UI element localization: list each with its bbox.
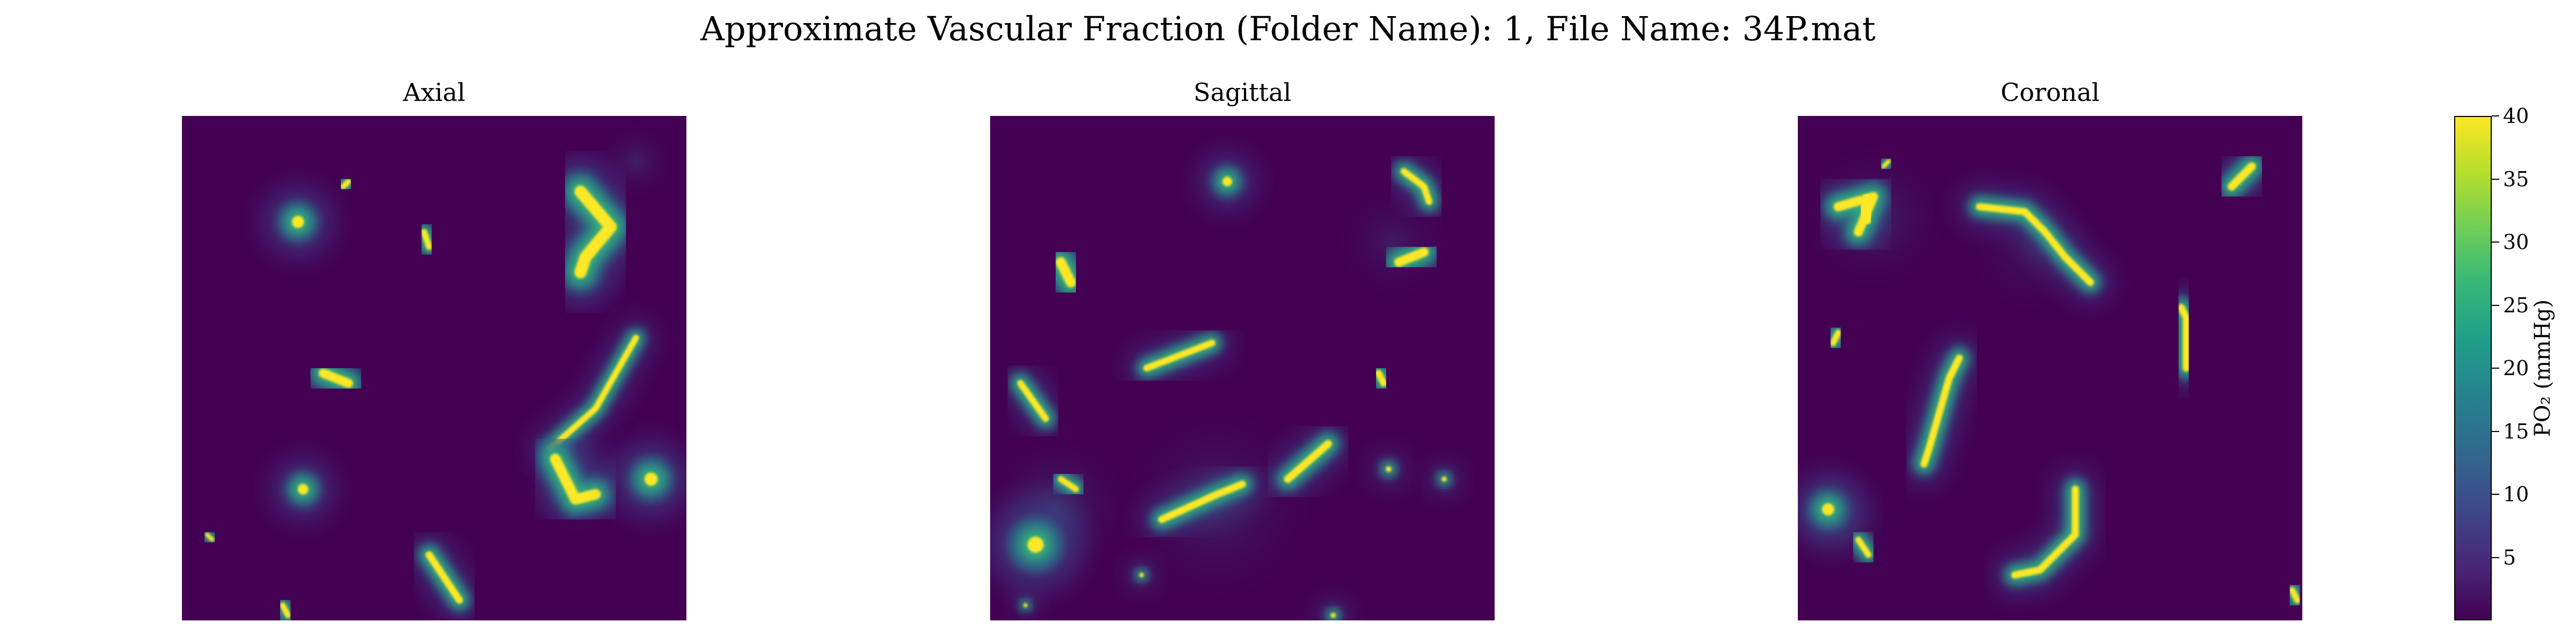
- vessel-12: [1265, 421, 1351, 502]
- heatmap-sagittal: [990, 116, 1495, 620]
- vessel-10: [990, 496, 1084, 594]
- vessel-5: [1958, 185, 2112, 304]
- vessel-8: [523, 427, 628, 531]
- figure-title: Approximate Vascular Fraction (Folder Na…: [700, 9, 1876, 48]
- colorbar-tick-label: 10: [2503, 482, 2529, 506]
- colorbar-label: PO₂ (mmHg): [2530, 299, 2555, 437]
- vessel-3: [406, 214, 448, 266]
- vessel-6: [2207, 142, 2277, 211]
- vessel-9: [1902, 336, 1981, 486]
- vessel-13: [408, 533, 481, 620]
- heatmap-coronal: [1798, 116, 2302, 620]
- vessel-1: [261, 185, 334, 259]
- vessel-3: [1371, 225, 1452, 290]
- colorbar-tick: [2492, 178, 2499, 180]
- vessel-8: [1000, 363, 1066, 438]
- vessel-12: [266, 588, 305, 620]
- vessel-6: [1359, 353, 1403, 403]
- vessel-13: [1372, 452, 1406, 486]
- vessel-11: [195, 522, 224, 552]
- vessel-14: [1429, 464, 1460, 494]
- vessel-1: [1198, 152, 1256, 210]
- colorbar-tick-label: 15: [2503, 419, 2529, 443]
- vessel-17: [1128, 561, 1155, 589]
- vessel-4: [1030, 232, 1101, 313]
- colorbar-tick-label: 40: [2503, 104, 2529, 128]
- colorbar-tick: [2492, 241, 2499, 243]
- vessel-9: [611, 440, 686, 519]
- panel-title-axial: Axial: [402, 78, 465, 107]
- vessel-5: [1126, 323, 1232, 388]
- vessel-19: [1318, 600, 1349, 620]
- colorbar-tick: [2492, 557, 2499, 558]
- colorbar-tick: [2492, 494, 2499, 495]
- vessel-2: [1384, 151, 1449, 222]
- panel-title-coronal: Coronal: [2000, 78, 2100, 107]
- colorbar-tick-label: 25: [2503, 293, 2529, 317]
- vessel-11: [1140, 463, 1264, 541]
- vessel-8: [2160, 286, 2208, 390]
- colorbar-tick-label: 35: [2503, 167, 2529, 191]
- colorbar-tick-label: 30: [2503, 230, 2529, 254]
- colorbar-tick-label: 5: [2503, 545, 2516, 569]
- vessel-9: [1042, 460, 1094, 508]
- heatmap-svg-axial: [182, 116, 686, 620]
- vessel-11: [1840, 521, 1887, 573]
- heatmap-svg-coronal: [1798, 116, 2302, 620]
- vessel-2: [326, 165, 365, 203]
- colorbar-tick: [2492, 368, 2499, 369]
- vessel-18: [1013, 593, 1038, 618]
- vessel-12: [1993, 468, 2097, 596]
- colorbar-tick-label: 20: [2503, 356, 2529, 380]
- heatmap-svg-sagittal: [990, 116, 1495, 620]
- colorbar-tick: [2492, 430, 2499, 432]
- colorbar-tick: [2492, 115, 2499, 116]
- vessel-6: [296, 346, 376, 411]
- vessel-14: [2274, 572, 2302, 619]
- vessel-7: [1814, 314, 1857, 361]
- heatmap-axial: [182, 116, 686, 620]
- vessel-10: [271, 457, 335, 521]
- vessel-5: [544, 155, 647, 309]
- colorbar: [2454, 116, 2492, 620]
- panel-title-sagittal: Sagittal: [1193, 78, 1292, 107]
- colorbar-tick: [2492, 304, 2499, 306]
- vessel-4: [1809, 147, 1923, 272]
